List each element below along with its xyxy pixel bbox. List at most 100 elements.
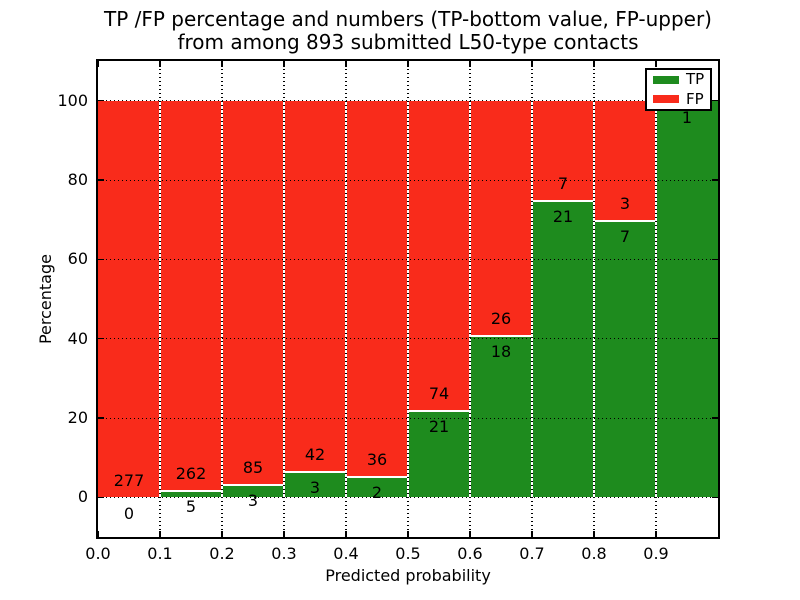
legend: TP FP: [645, 68, 712, 111]
y-tick-mark: [98, 258, 104, 261]
vertical-gridline: [221, 61, 223, 537]
bar-segment-tp: [222, 483, 284, 498]
bar-segment-tp: [408, 409, 470, 498]
bar-segment-fp: [594, 100, 656, 220]
plot-area: 277 0 262 5 85 3 42 3 36 2 74 21 26 18 7 21 3 7 1: [97, 61, 718, 537]
stacked-bar: [594, 100, 656, 498]
horizontal-gridline: [98, 338, 718, 340]
fp-count-label: 3: [619, 193, 631, 213]
x-tick-label: 0.5: [395, 544, 421, 563]
fp-color-swatch: [653, 95, 679, 104]
vertical-gridline: [345, 61, 347, 537]
x-tick-mark-top: [283, 61, 285, 67]
horizontal-gridline: [98, 179, 718, 181]
bar-segment-fp: [98, 100, 160, 498]
x-tick-mark: [655, 531, 657, 537]
stacked-bar: [532, 100, 594, 498]
tp-count-label: 5: [185, 496, 197, 516]
tp-count-label: 1: [681, 107, 693, 127]
y-axis-label: Percentage: [36, 254, 55, 345]
stacked-bar: [160, 100, 222, 498]
x-tick-mark: [469, 531, 471, 537]
y-tick-mark-right: [712, 179, 718, 181]
bar-segment-fp: [470, 100, 532, 336]
x-tick-mark-top: [97, 61, 99, 67]
vertical-gridline: [531, 61, 533, 537]
horizontal-gridline: [98, 258, 718, 260]
vertical-gridline: [159, 61, 161, 537]
fp-count-label: 36: [366, 450, 388, 470]
y-tick-mark: [98, 179, 104, 181]
y-tick-mark: [98, 337, 104, 340]
y-tick-mark-right: [712, 496, 718, 499]
horizontal-gridline: [98, 417, 718, 419]
stacked-bar: [222, 100, 284, 498]
x-tick-mark: [407, 531, 409, 537]
y-tick-mark-right: [712, 99, 718, 102]
x-tick-label: 0.3: [271, 544, 297, 563]
x-tick-label: 0.8: [581, 544, 607, 563]
bar-segment-tp: [284, 470, 346, 498]
tp-count-label: 21: [552, 206, 574, 226]
y-tick-mark-right: [712, 258, 718, 261]
y-tick-mark-right: [712, 417, 718, 419]
x-tick-label: 0.7: [519, 544, 545, 563]
stacked-bar: [656, 100, 718, 498]
x-tick-label: 0.2: [209, 544, 235, 563]
tp-count-label: 7: [619, 226, 631, 246]
x-tick-mark-top: [407, 61, 409, 67]
x-tick-mark-top: [593, 61, 595, 67]
fp-count-label: 74: [428, 383, 450, 403]
chart-title: TP /FP percentage and numbers (TP-bottom…: [8, 8, 800, 54]
bar-segment-tp: [470, 335, 532, 498]
x-tick-mark-top: [159, 61, 161, 67]
y-tick-label: 0: [77, 487, 88, 507]
x-tick-label: 0.6: [457, 544, 483, 563]
x-tick-mark: [531, 531, 533, 537]
bar-segment-fp: [532, 100, 594, 200]
bar-segment-tp: [160, 489, 222, 498]
tp-count-label: 2: [371, 483, 383, 503]
bar-segment-fp: [346, 100, 408, 477]
x-tick-mark: [97, 531, 99, 537]
vertical-gridline: [283, 61, 285, 537]
vertical-gridline: [469, 61, 471, 537]
bar-segment-fp: [160, 100, 222, 490]
fp-count-label: 7: [557, 173, 569, 193]
tp-count-label: 18: [490, 342, 512, 362]
x-tick-mark: [159, 531, 161, 537]
bar-segment-tp: [346, 476, 408, 498]
x-tick-mark-top: [531, 61, 533, 67]
fp-count-label: 277: [113, 471, 145, 491]
x-tick-mark-top: [655, 61, 657, 67]
x-tick-mark: [345, 531, 347, 537]
y-tick-mark: [98, 417, 104, 419]
vertical-gridline: [407, 61, 409, 537]
x-tick-label: 0.4: [333, 544, 359, 563]
stacked-bar: [98, 100, 160, 498]
legend-label-fp: FP: [686, 89, 704, 108]
stacked-bar: [408, 100, 470, 498]
y-tick-mark: [98, 496, 104, 499]
y-tick-label: 60: [67, 249, 88, 269]
y-tick-label: 80: [67, 170, 88, 189]
x-tick-label: 0.0: [85, 544, 111, 563]
x-tick-label: 0.1: [147, 544, 173, 563]
y-tick-label: 40: [67, 328, 88, 348]
fp-count-label: 26: [490, 309, 512, 329]
bar-segment-fp: [408, 100, 470, 410]
stacked-bar: [470, 100, 532, 498]
vertical-gridline: [655, 61, 657, 537]
y-tick-label: 100: [57, 90, 88, 110]
x-tick-mark: [283, 531, 285, 537]
fp-count-label: 262: [175, 463, 207, 483]
bar-segment-tp: [532, 199, 594, 498]
x-tick-mark: [221, 531, 223, 537]
tp-count-label: 21: [428, 416, 450, 436]
x-tick-mark-top: [221, 61, 223, 67]
stacked-bar: [346, 100, 408, 498]
fp-count-label: 85: [242, 457, 264, 477]
fp-count-label: 42: [304, 444, 326, 464]
legend-label-tp: TP: [686, 70, 705, 89]
